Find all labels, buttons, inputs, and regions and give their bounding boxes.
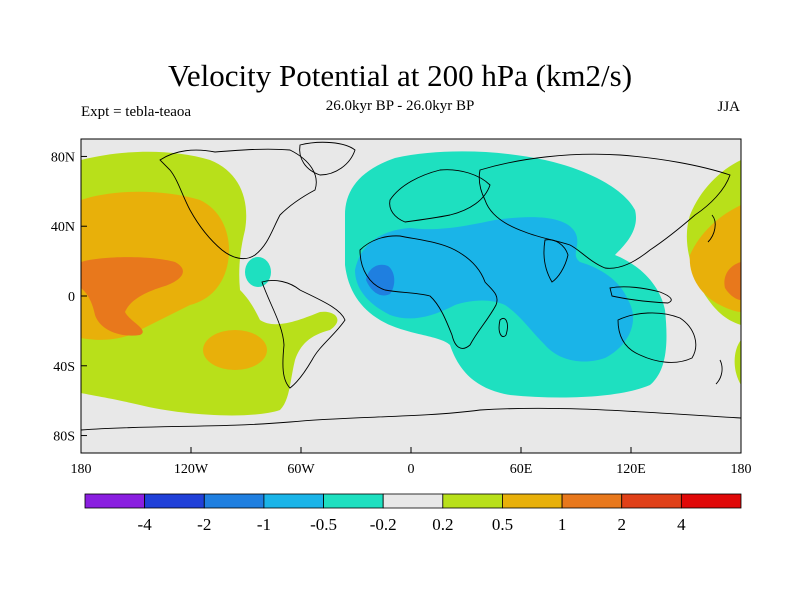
plot-area <box>81 139 741 453</box>
colorbar-swatch <box>621 493 682 509</box>
lon-tick-label: 120E <box>616 462 646 477</box>
map-title: Velocity Potential at 200 hPa (km2/s) <box>167 58 633 93</box>
coast-south-america <box>261 279 346 389</box>
lat-tick-label: 0 <box>68 290 75 305</box>
lon-tick-label: 60E <box>510 462 533 477</box>
colorbar-label: -2 <box>197 515 211 534</box>
coast-new-zealand <box>715 359 723 385</box>
colorbar-label: 0.5 <box>492 515 513 534</box>
season-label: JJA <box>717 99 740 115</box>
coastlines <box>81 141 741 431</box>
colorbar-label: 4 <box>677 515 686 534</box>
coast-greenland <box>299 141 356 176</box>
blue-region-guinea <box>366 264 395 296</box>
colorbar-label: 1 <box>558 515 567 534</box>
colorbar-label: -0.5 <box>310 515 337 534</box>
colorbar-label: -0.2 <box>370 515 397 534</box>
colorbar-swatch <box>203 493 265 509</box>
colorbar-label: 0.2 <box>432 515 453 534</box>
lightblue-region-africa <box>355 217 634 362</box>
colorbar-swatch <box>442 493 503 509</box>
lat-tick-label: 80N <box>51 150 75 165</box>
lon-tick-label: 180 <box>731 462 752 477</box>
coast-north-america <box>159 148 317 260</box>
lat-tick-label: 40S <box>53 360 75 375</box>
colorbar-label: 2 <box>617 515 626 534</box>
colorbar-swatch <box>680 493 742 509</box>
lat-tick-label: 40N <box>51 220 75 235</box>
darkorange-region-westpac <box>724 262 741 300</box>
lon-tick-label: 120W <box>174 462 209 477</box>
coast-madagascar <box>498 317 508 338</box>
lon-tick-label: 180 <box>71 462 92 477</box>
lon-tick-label: 0 <box>408 462 415 477</box>
experiment-label: Expt = tebla-teaoa <box>81 104 192 120</box>
coast-africa <box>359 235 498 349</box>
colorbar-swatch <box>382 493 444 509</box>
map-subtitle: 26.0kyr BP - 26.0kyr BP <box>325 98 475 114</box>
colorbar-label: -1 <box>257 515 271 534</box>
colorbar-label: -4 <box>138 515 153 534</box>
lat-tick-label: 80S <box>53 430 75 445</box>
lon-tick-label: 60W <box>287 462 315 477</box>
colorbar-swatch <box>561 493 623 509</box>
lon-axis: 180 120W 60W 0 60E 120E 180 <box>71 447 752 477</box>
coast-australia <box>617 312 697 363</box>
negative-region-caribbean <box>245 257 271 287</box>
positive-region-australia-se <box>734 340 741 385</box>
darkorange-region-pacific <box>81 257 183 336</box>
coast-indonesia <box>609 286 672 304</box>
colorbar: -4 -2 -1 -0.5 -0.2 0.2 0.5 1 2 4 <box>84 493 742 534</box>
coast-japan <box>707 214 716 243</box>
coast-asia <box>478 153 731 269</box>
colorbar-swatch <box>263 493 324 509</box>
orange-region-south-pacific <box>203 330 267 370</box>
coast-antarctica <box>81 407 741 431</box>
colorbar-swatch <box>323 493 384 509</box>
colorbar-swatch <box>144 493 205 509</box>
colorbar-swatch <box>84 493 146 509</box>
lat-axis: 80N 40N 0 40S 80S <box>51 150 87 445</box>
coast-europe <box>389 169 491 223</box>
colorbar-swatch <box>502 493 563 509</box>
coast-india <box>543 239 569 283</box>
